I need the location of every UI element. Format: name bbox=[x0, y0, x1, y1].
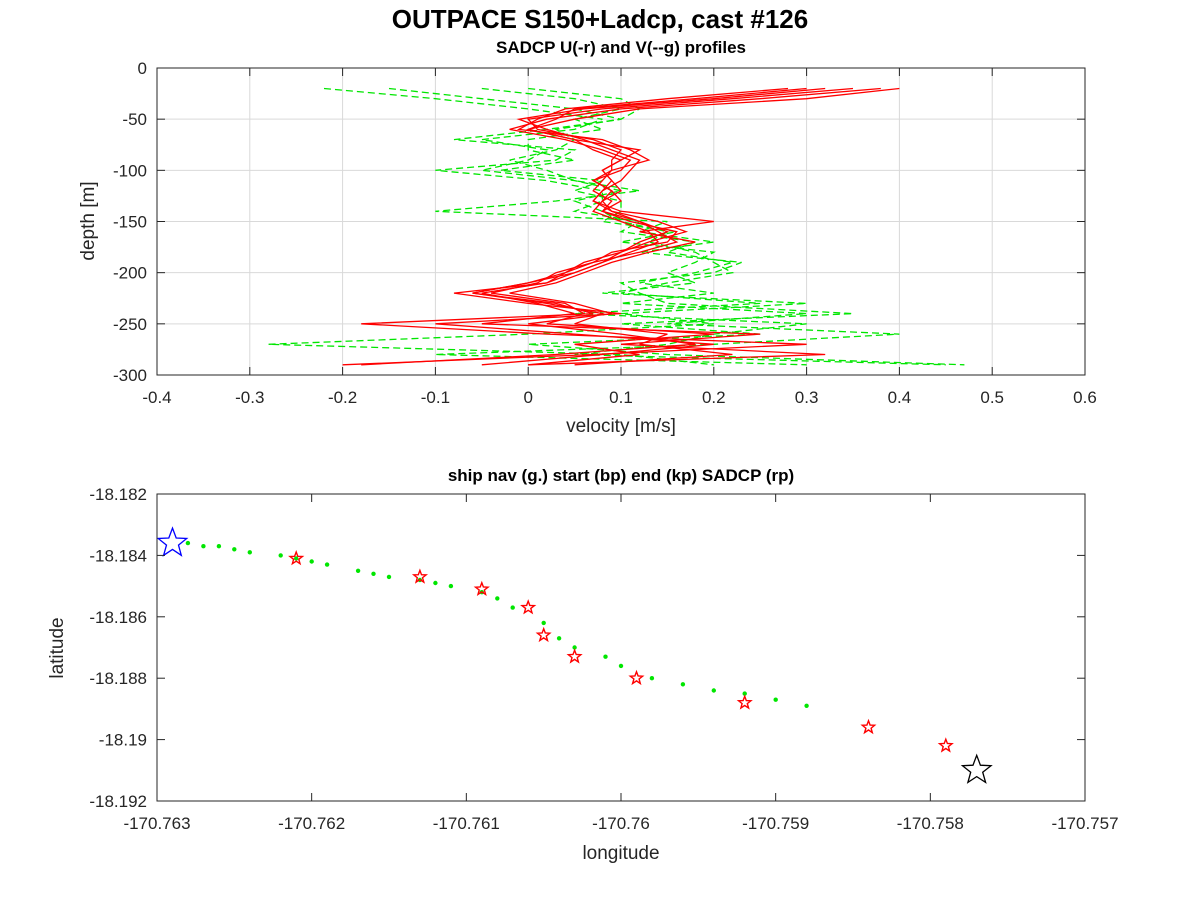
nav-track-point bbox=[185, 540, 191, 546]
nav-track-point bbox=[773, 697, 778, 702]
nav-y-tick-label: -18.184 bbox=[89, 546, 147, 565]
nav-track-point bbox=[355, 568, 361, 573]
velocity-plot-title: SADCP U(-r) and V(--g) profiles bbox=[496, 38, 746, 57]
velocity-x-tick-label: 0 bbox=[523, 388, 532, 407]
nav-track-point bbox=[247, 550, 252, 555]
velocity-x-axis-label: velocity [m/s] bbox=[566, 416, 676, 437]
nav-track-point bbox=[232, 547, 237, 552]
velocity-x-tick-label: -0.4 bbox=[142, 388, 171, 407]
nav-track-point bbox=[309, 559, 314, 564]
velocity-profile-panel: -0.4 -0.3 -0.2 -0.1 0 0.1 0.2 0.3 0.4 0.5 0.6 0 -50 -… bbox=[78, 38, 1097, 437]
sadcp-star-marker bbox=[411, 568, 429, 584]
figure-title: OUTPACE S150+Ladcp, cast #126 bbox=[392, 4, 808, 34]
velocity-x-tick-label: -0.2 bbox=[328, 388, 357, 407]
nav-track-point bbox=[649, 676, 655, 681]
velocity-y-tick-label: -100 bbox=[113, 161, 147, 180]
velocity-y-axis-label: depth [m] bbox=[78, 181, 99, 260]
velocity-x-tick-label: -0.3 bbox=[235, 388, 264, 407]
nav-track-point bbox=[371, 571, 376, 576]
sadcp-star-marker bbox=[628, 669, 645, 686]
nav-track-point bbox=[804, 703, 809, 708]
nav-track-point bbox=[448, 583, 454, 589]
sadcp-star-marker bbox=[535, 626, 552, 643]
nav-plot-title: ship nav (g.) start (bp) end (kp) SADCP … bbox=[448, 466, 794, 485]
profile-u-line bbox=[481, 87, 826, 366]
velocity-profiles bbox=[268, 87, 965, 366]
nav-x-tick-label: -170.762 bbox=[278, 814, 345, 833]
nav-track-point bbox=[386, 574, 392, 580]
profile-v-line bbox=[323, 87, 946, 366]
velocity-y-tick-label: -50 bbox=[122, 110, 147, 129]
nav-y-axis-label: latitude bbox=[47, 617, 68, 678]
nav-x-tick-label: -170.761 bbox=[433, 814, 500, 833]
sadcp-star-marker bbox=[937, 737, 954, 753]
nav-track-point bbox=[433, 580, 438, 586]
velocity-y-tick-label: -150 bbox=[113, 213, 147, 232]
velocity-x-tick-label: -0.1 bbox=[421, 388, 450, 407]
sadcp-star-marker bbox=[566, 648, 583, 664]
nav-track bbox=[156, 526, 993, 784]
nav-track-point bbox=[541, 620, 546, 626]
nav-x-tick-label: -170.763 bbox=[123, 814, 190, 833]
nav-track-point bbox=[742, 691, 747, 696]
ship-nav-panel: -170.763 -170.762 -170.761 -170.76 -170.759 -… bbox=[47, 466, 1119, 864]
velocity-y-tick-label: -250 bbox=[113, 315, 147, 334]
nav-plot-area bbox=[157, 494, 1085, 801]
nav-x-tick-label: -170.759 bbox=[742, 814, 809, 833]
profile-u-line bbox=[342, 87, 807, 366]
sadcp-star-marker bbox=[736, 694, 753, 710]
nav-track-point bbox=[680, 682, 686, 687]
sadcp-star-marker bbox=[473, 580, 490, 597]
nav-track-point bbox=[510, 605, 515, 610]
nav-track-point bbox=[216, 544, 222, 549]
nav-y-tick-label: -18.192 bbox=[89, 792, 147, 811]
nav-track-point bbox=[278, 553, 283, 558]
nav-track-point bbox=[711, 688, 716, 693]
nav-track-point bbox=[324, 562, 330, 567]
nav-track-point bbox=[556, 636, 562, 641]
nav-y-tick-label: -18.186 bbox=[89, 608, 147, 627]
nav-x-axis-label: longitude bbox=[582, 843, 659, 864]
nav-track-point bbox=[572, 645, 577, 650]
nav-track-point bbox=[603, 654, 608, 659]
sadcp-star-marker bbox=[288, 549, 305, 566]
velocity-x-tick-label: 0.5 bbox=[980, 388, 1004, 407]
nav-x-tick-label: -170.757 bbox=[1051, 814, 1118, 833]
velocity-x-tick-label: 0.2 bbox=[702, 388, 726, 407]
velocity-x-tick-label: 0.6 bbox=[1073, 388, 1097, 407]
nav-track-point bbox=[495, 596, 500, 601]
nav-x-tick-label: -170.758 bbox=[897, 814, 964, 833]
end-star-marker bbox=[960, 753, 993, 784]
start-star-marker bbox=[156, 526, 189, 557]
velocity-x-tick-label: 0.1 bbox=[609, 388, 633, 407]
velocity-y-tick-label: 0 bbox=[138, 59, 147, 78]
sadcp-star-marker bbox=[520, 599, 537, 615]
nav-track-point bbox=[294, 556, 299, 561]
velocity-x-tick-label: 0.4 bbox=[888, 388, 912, 407]
velocity-axis-ticks: -0.4 -0.3 -0.2 -0.1 0 0.1 0.2 0.3 0.4 0.5 0.6 0 -50 -… bbox=[113, 59, 1097, 407]
velocity-x-tick-label: 0.3 bbox=[795, 388, 819, 407]
nav-y-tick-label: -18.182 bbox=[89, 485, 147, 504]
nav-y-tick-label: -18.188 bbox=[89, 669, 147, 688]
velocity-y-tick-label: -200 bbox=[113, 264, 147, 283]
nav-track-point bbox=[618, 663, 624, 669]
velocity-y-tick-label: -300 bbox=[113, 366, 147, 385]
nav-track-point bbox=[201, 544, 206, 549]
sadcp-star-marker bbox=[860, 718, 877, 735]
nav-y-tick-label: -18.19 bbox=[99, 731, 147, 750]
nav-axis-ticks: -170.763 -170.762 -170.761 -170.76 -170.759 -… bbox=[89, 485, 1118, 833]
nav-x-tick-label: -170.76 bbox=[592, 814, 650, 833]
